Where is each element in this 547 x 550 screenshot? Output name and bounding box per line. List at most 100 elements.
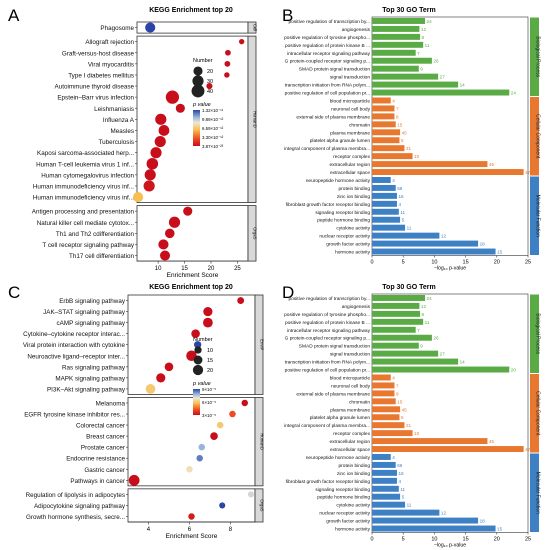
bar-count-label: 12 <box>441 234 447 239</box>
go-bar <box>372 469 397 476</box>
go-term-label: hormone activity <box>335 250 371 256</box>
go-bar <box>372 358 459 365</box>
go-term-label: chromatin <box>349 399 370 405</box>
bar-count-label: 24 <box>511 91 517 96</box>
bar-count-label: 11 <box>425 43 430 48</box>
size-legend-dot <box>193 355 203 365</box>
x-tick-label: 8 <box>229 527 233 533</box>
go-bar <box>372 342 419 349</box>
go-bar <box>372 121 396 128</box>
category-label: Biological Process <box>535 313 541 354</box>
go-bar <box>372 49 416 56</box>
enrichment-point <box>154 135 166 148</box>
go-bar <box>372 177 391 183</box>
x-tick-label: 10 <box>431 537 437 543</box>
size-legend-label: 15 <box>207 358 213 364</box>
bar-count-label: 24 <box>427 296 433 301</box>
term-label: Influenza A <box>103 117 135 124</box>
term-label: Th1 and Th2 cdifferentiation <box>56 231 135 238</box>
category-label: Biological Process <box>535 36 541 77</box>
go-bar <box>372 248 496 255</box>
x-tick-label: 4 <box>147 527 151 533</box>
term-label: JAK–STAT signaling pathway <box>43 309 126 316</box>
go-term-label: extracellular space <box>330 170 370 176</box>
term-label: Gastric cancer <box>84 467 125 474</box>
go-term-label: positive regulation of protein kinase B … <box>285 43 370 49</box>
term-label: Growth hormone synthesis, secre... <box>26 514 125 521</box>
enrichment-point <box>132 191 144 203</box>
bar-count-label: 14 <box>460 83 466 88</box>
term-label: Human cytomegalovirus infection <box>41 172 134 179</box>
bar-count-label: 14 <box>460 360 466 365</box>
go-term-label: SMAD protein signal transduction <box>299 67 371 73</box>
go-bar <box>372 382 395 389</box>
color-legend-label: 3.87×10⁻²³ <box>202 144 224 149</box>
go-term-label: positive regulation of transcription by.… <box>288 19 370 25</box>
enrichment-point <box>198 443 205 451</box>
x-tick-label: 20 <box>494 537 500 543</box>
x-tick-label: 0 <box>370 537 373 543</box>
go-bar <box>372 374 391 381</box>
size-legend-dot <box>193 66 203 76</box>
term-label: Adipocytokine signaling pathway <box>34 503 126 510</box>
bar-count-label: 15 <box>497 250 503 255</box>
go-term-label: positive regulation of tyrosine phospho.… <box>284 35 370 41</box>
enrichment-point <box>224 60 231 67</box>
category-label: Cellular Component <box>535 114 541 159</box>
x-tick-label: 25 <box>234 266 241 272</box>
enrichment-point <box>165 90 180 104</box>
enrichment-point <box>158 125 170 136</box>
x-tick-label: 15 <box>463 260 469 266</box>
go-bar <box>372 517 479 524</box>
term-label: Pathways in cancer <box>70 478 125 485</box>
bar-count-label: 15 <box>397 122 403 127</box>
enrichment-point <box>175 103 185 113</box>
term-label: Measles <box>111 128 134 135</box>
x-tick-label: 15 <box>181 266 188 272</box>
enrichment-point <box>145 384 156 394</box>
enrichment-point <box>237 297 245 304</box>
bar-count-label: 8 <box>422 312 425 317</box>
term-label: Breast cancer <box>86 434 125 441</box>
term-label: Prostate cancer <box>81 445 125 452</box>
term-label: Epstein–Barr virus infection <box>57 95 134 102</box>
size-legend-label: 20 <box>207 69 213 75</box>
term-label: EGFR tyrosine kinase inhibitor res... <box>24 412 125 419</box>
bar-count-label: 10 <box>414 154 420 159</box>
go-term-label: fibroblast growth factor receptor bindin… <box>286 202 371 208</box>
size-legend-dot <box>194 346 202 354</box>
bar-count-label: 45 <box>402 130 408 135</box>
chart-b: Biological Process 24 positive regulation … <box>284 16 541 272</box>
go-bar <box>372 501 406 508</box>
go-bar <box>372 192 397 199</box>
term-label: T cell receptor signaling pathway <box>42 242 134 249</box>
term-label: Natural killer cell mediate cytotox... <box>37 220 135 227</box>
facet-strip <box>254 397 264 487</box>
enrichment-point <box>219 502 226 509</box>
bar-count-label: 5 <box>401 415 404 420</box>
facet-label: Cell <box>252 24 257 31</box>
x-axis-title: −log₁₀ p-value <box>434 266 466 272</box>
go-term-label: plasma membrane <box>330 407 370 413</box>
enrichment-point <box>128 474 140 486</box>
bar-count-label: 27 <box>440 352 446 357</box>
facet-box <box>136 205 249 262</box>
go-term-label: positive regulation of cell population p… <box>285 91 370 97</box>
go-bar <box>372 406 401 413</box>
bar-count-label: 8 <box>396 114 399 119</box>
x-tick-label: 25 <box>525 537 531 543</box>
color-legend-label: 6.59×10⁻¹² <box>202 126 224 131</box>
bar-count-label: 15 <box>397 399 403 404</box>
term-label: Graft-versus-host disease <box>62 50 135 57</box>
enrichment-point <box>191 329 200 338</box>
chart-c: EnvIP ErbB signaling pathway JAK–STAT sign… <box>23 294 264 540</box>
go-term-label: signal transduction <box>330 352 370 358</box>
category-strip <box>530 453 539 532</box>
go-bar <box>372 81 459 88</box>
enrichment-point <box>238 38 245 45</box>
go-bar <box>372 334 432 341</box>
go-bar <box>372 153 413 160</box>
go-bar <box>372 461 396 468</box>
x-tick-label: 15 <box>463 537 469 543</box>
go-term-label: cytokine activity <box>336 226 370 232</box>
